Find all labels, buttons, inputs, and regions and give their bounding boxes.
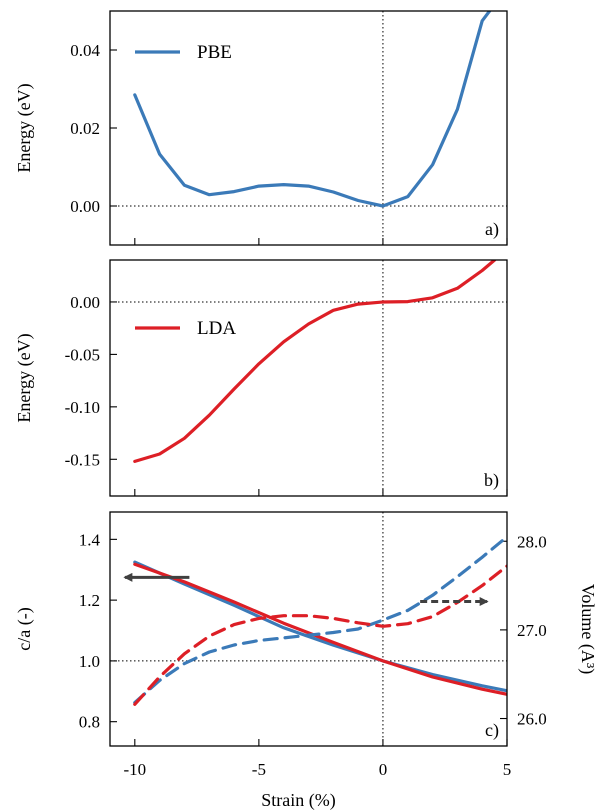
y2-tick-label: 26.0 (517, 710, 547, 729)
x-tick-label: -5 (252, 760, 266, 779)
series-line-c-a-lda (133, 562, 507, 696)
x-tick-label: 5 (503, 760, 512, 779)
y-tick-label: 1.0 (79, 652, 100, 671)
y-tick-label: 0.02 (70, 119, 100, 138)
series-line-pbe (133, 11, 492, 208)
panel-label: c) (485, 720, 499, 741)
y2-tick-label: 28.0 (517, 532, 547, 551)
panel-label: b) (484, 470, 499, 491)
series-group (133, 11, 492, 208)
y-tick-label: -0.15 (65, 450, 100, 469)
y-axis-label: Energy (eV) (14, 83, 35, 172)
y2-axis-label: Volume (A³) (577, 584, 598, 675)
panel-2: -0.15 -0.10 -0.05 0.00 Energy (eV) LDA b) (14, 259, 508, 497)
y-tick-label: 1.2 (79, 591, 100, 610)
series-group (133, 260, 497, 463)
y2-tick-label: 27.0 (517, 621, 547, 640)
series-line-volume-pbe (133, 535, 507, 705)
y-tick-label: -0.05 (65, 345, 100, 364)
x-tick-label: 0 (379, 760, 388, 779)
panel-frame (109, 259, 508, 497)
series-line-volume-lda (133, 564, 507, 706)
series-line-c-a-pbe (133, 560, 507, 693)
legend-label: LDA (197, 318, 236, 339)
y-tick-label: 0.00 (70, 197, 100, 216)
y-tick-label: 0.00 (70, 293, 100, 312)
panel-1: 0.00 0.02 0.04 Energy (eV) PBE a) (14, 10, 508, 246)
panel-label: a) (485, 219, 499, 240)
series-group (133, 535, 507, 706)
panel-frame (109, 10, 508, 246)
series-line-lda (133, 260, 497, 463)
panel-3: 0.8 1.0 1.2 1.4 c/a (-) 26.0 27.0 28.0 Volume (A… (14, 511, 598, 811)
y-tick-label: 0.04 (70, 41, 100, 60)
legend-label: PBE (197, 42, 232, 63)
y-tick-label: -0.10 (65, 398, 100, 417)
y-tick-label: 1.4 (79, 530, 101, 549)
y-axis-label: Energy (eV) (14, 333, 35, 422)
y-axis-label: c/a (-) (14, 607, 35, 650)
panel-frame (109, 511, 508, 747)
x-axis-label: Strain (%) (261, 790, 335, 811)
y-tick-label: 0.8 (79, 713, 100, 732)
x-tick-label: -10 (123, 760, 146, 779)
